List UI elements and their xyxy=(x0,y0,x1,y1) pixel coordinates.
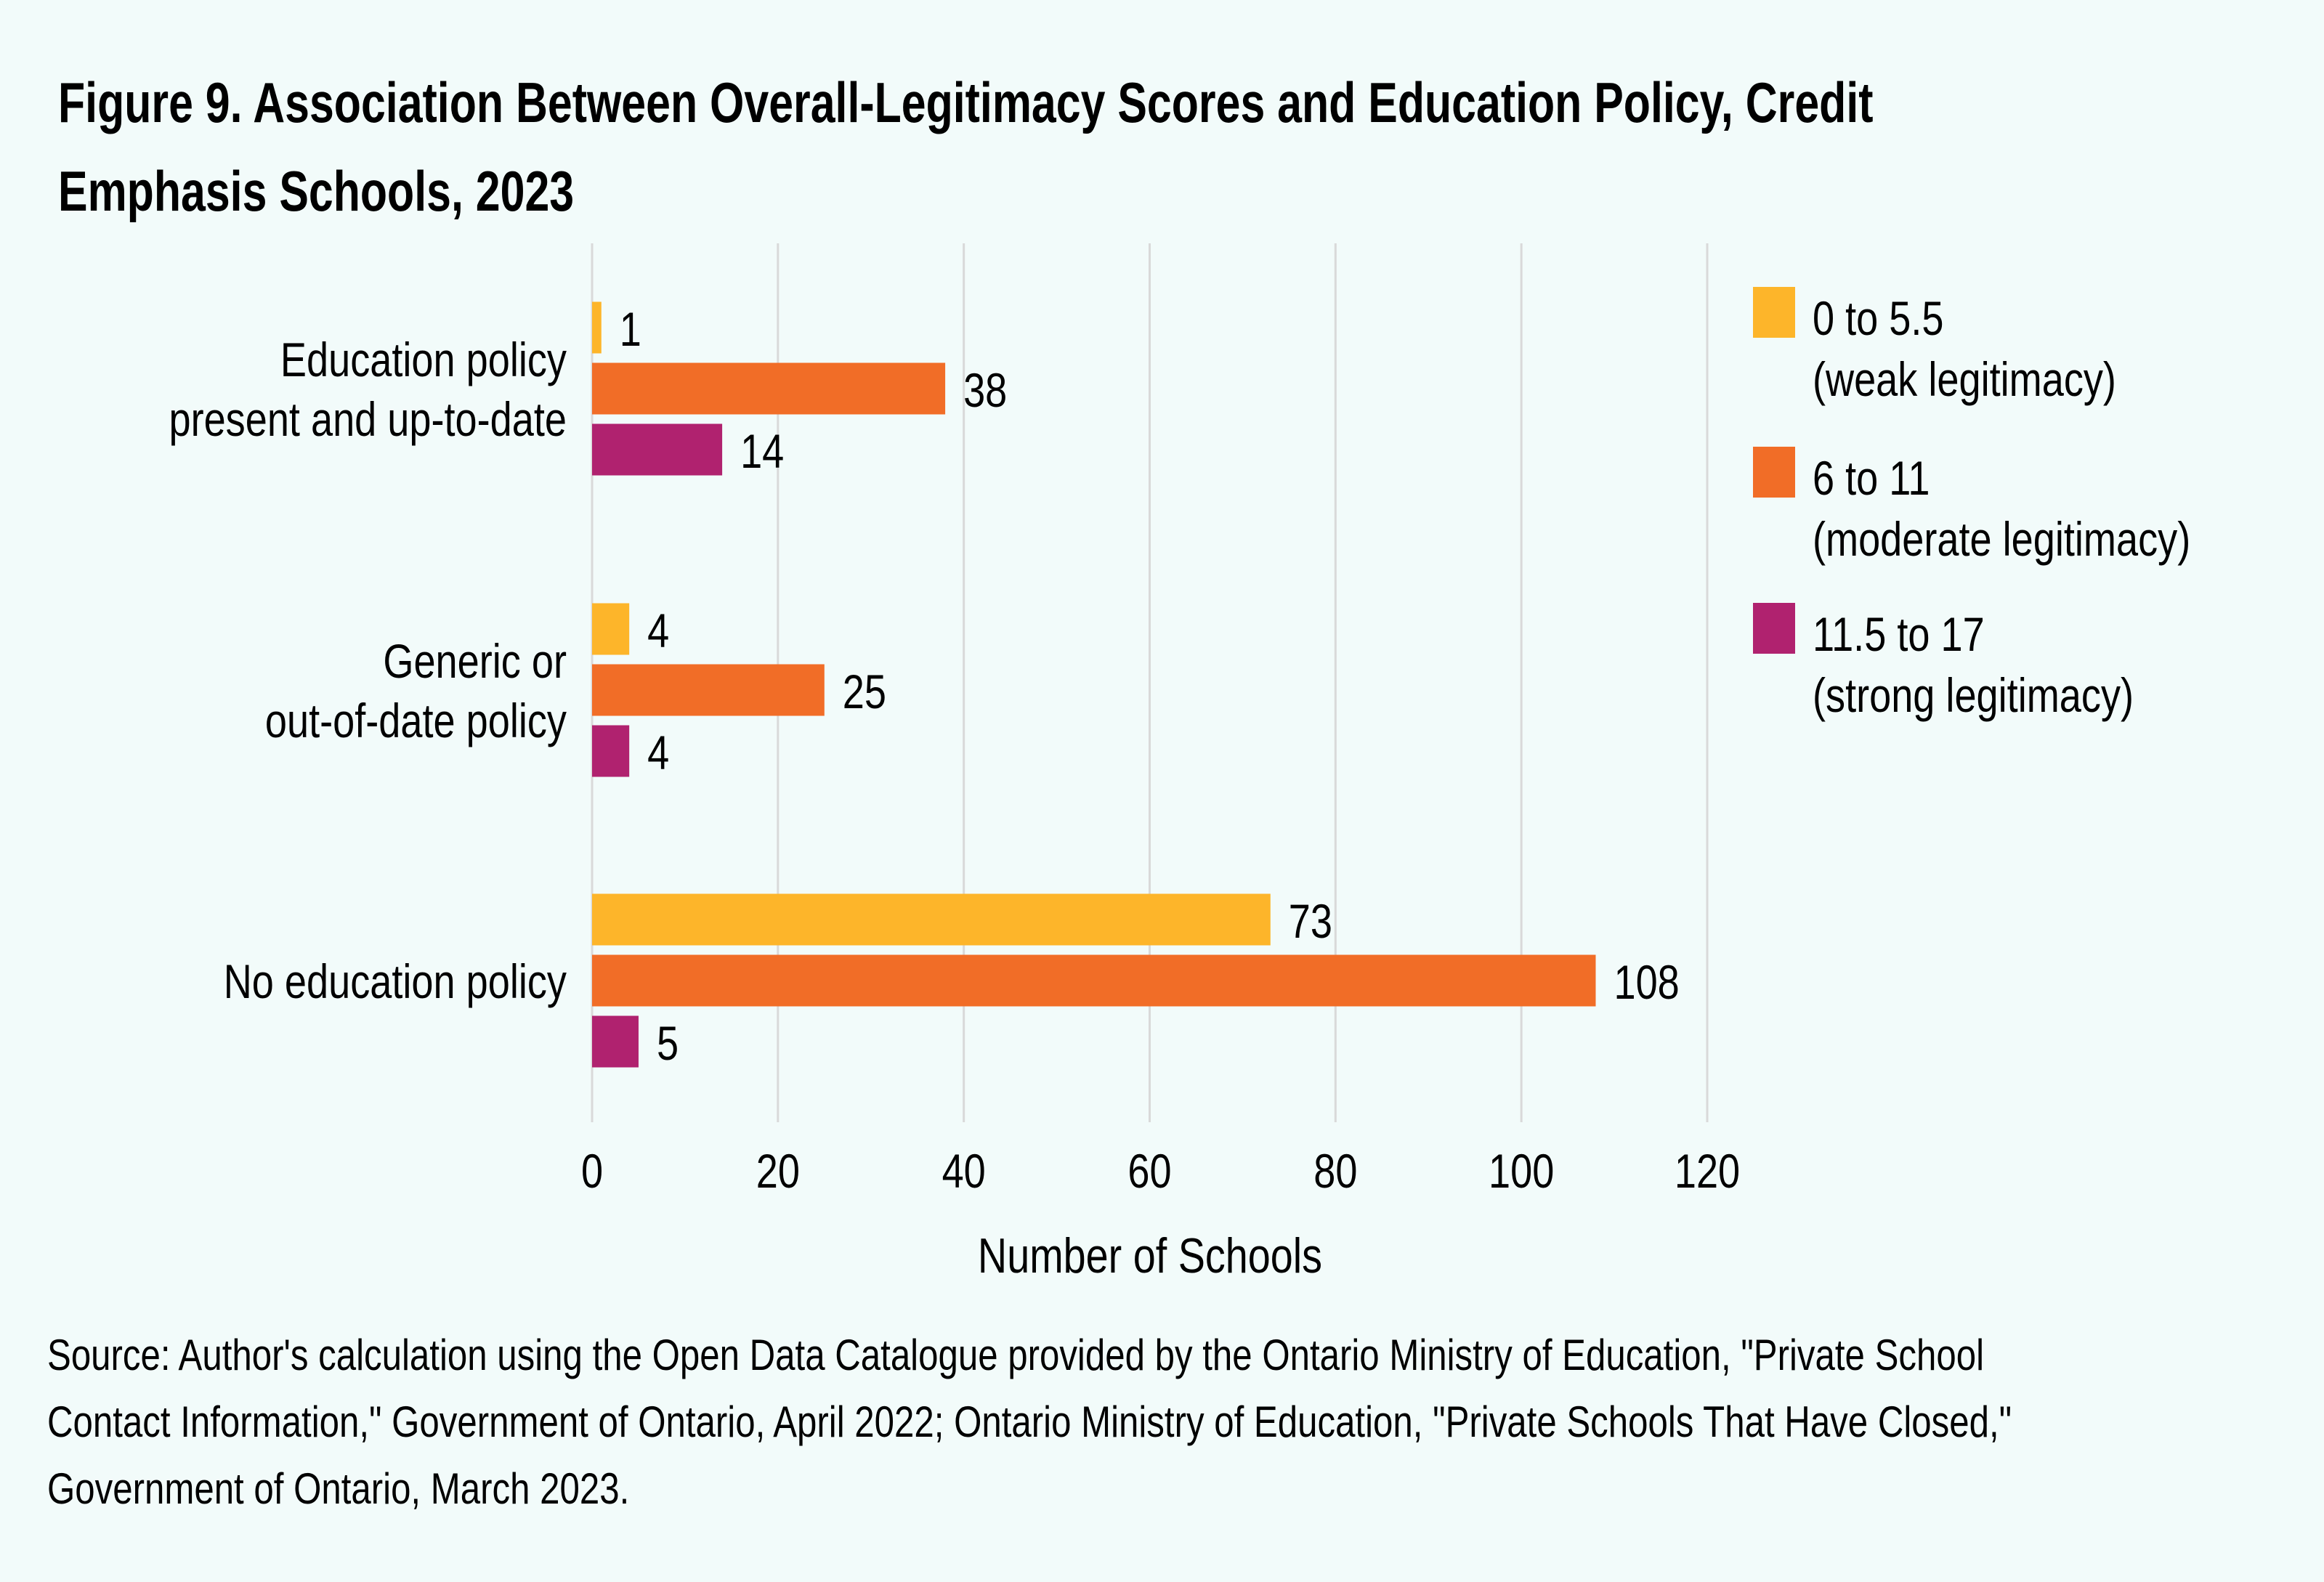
category-label: Education policy xyxy=(280,333,567,386)
data-label: 4 xyxy=(647,604,669,657)
source-line-2: Contact Information," Government of Onta… xyxy=(47,1398,2012,1446)
value-labels: 1 38 14 4 25 4 73 108 5 xyxy=(620,302,1680,1070)
category-label: present and up-to-date xyxy=(169,392,567,446)
chart-title-line-2: Emphasis Schools, 2023 xyxy=(58,159,575,223)
x-tick-label: 20 xyxy=(756,1144,800,1198)
category-label: out-of-date policy xyxy=(265,694,567,747)
x-tick-label: 60 xyxy=(1127,1144,1171,1198)
data-label: 73 xyxy=(1289,894,1332,948)
bar xyxy=(592,954,1596,1007)
source-note: Source: Author's calculation using the O… xyxy=(47,1322,2311,1522)
legend-sublabel: (weak legitimacy) xyxy=(1813,352,2116,406)
bar-chart: 1 38 14 4 25 4 73 108 5 Education policy present … xyxy=(169,243,2190,1283)
category-label: Generic or xyxy=(383,634,567,688)
bar xyxy=(592,362,946,415)
bar xyxy=(592,423,723,476)
x-tick-label: 0 xyxy=(581,1144,603,1198)
legend-swatch xyxy=(1753,287,1795,338)
x-tick-label: 80 xyxy=(1313,1144,1357,1198)
legend-sublabel: (moderate legitimacy) xyxy=(1813,512,2190,566)
data-label: 1 xyxy=(620,302,641,356)
bars xyxy=(592,301,1596,1068)
source-line-3: Government of Ontario, March 2023. xyxy=(47,1464,630,1513)
data-label: 25 xyxy=(843,665,886,718)
source-line-1: Source: Author's calculation using the O… xyxy=(47,1331,1985,1379)
data-label: 108 xyxy=(1614,955,1680,1009)
data-label: 14 xyxy=(740,424,784,478)
x-axis-title: Number of Schools xyxy=(978,1229,1322,1283)
bar xyxy=(592,664,825,716)
legend-swatch xyxy=(1753,447,1795,498)
bar xyxy=(592,301,602,354)
data-label: 38 xyxy=(963,363,1007,417)
chart-title-line-1: Figure 9. Association Between Overall-Le… xyxy=(58,70,1874,134)
category-labels: Education policy present and up-to-date Ge… xyxy=(169,333,567,1008)
x-tick-label: 100 xyxy=(1489,1144,1554,1198)
category-label: No education policy xyxy=(224,954,567,1008)
bar xyxy=(592,725,630,777)
legend-label: 0 to 5.5 xyxy=(1813,291,1944,345)
legend-swatch xyxy=(1753,603,1795,654)
x-tick-labels: 0 20 40 60 80 100 120 xyxy=(581,1144,1740,1198)
data-label: 4 xyxy=(647,726,669,779)
bar xyxy=(592,1015,639,1068)
legend-label: 6 to 11 xyxy=(1813,451,1930,505)
data-label: 5 xyxy=(657,1016,679,1070)
x-tick-label: 120 xyxy=(1675,1144,1740,1198)
bar xyxy=(592,893,1271,946)
bar xyxy=(592,603,630,655)
legend-sublabel: (strong legitimacy) xyxy=(1813,668,2134,722)
x-tick-label: 40 xyxy=(942,1144,986,1198)
legend-label: 11.5 to 17 xyxy=(1813,607,1985,661)
legend: 0 to 5.5 (weak legitimacy) 6 to 11 (moderat… xyxy=(1753,287,2190,722)
chart-title: Figure 9. Association Between Overall-Le… xyxy=(58,58,2268,235)
